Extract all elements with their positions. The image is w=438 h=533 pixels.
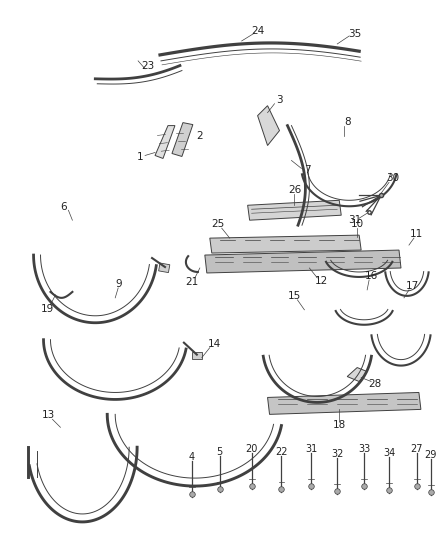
Text: 1: 1 (137, 152, 143, 163)
Text: 16: 16 (364, 271, 378, 281)
Text: 35: 35 (349, 29, 362, 39)
Text: 19: 19 (41, 304, 54, 314)
Text: 6: 6 (60, 202, 67, 212)
Polygon shape (172, 123, 193, 157)
Polygon shape (210, 235, 361, 253)
Bar (159, 263, 170, 272)
Text: 23: 23 (141, 61, 155, 71)
Text: 13: 13 (42, 410, 55, 421)
Text: 33: 33 (358, 444, 370, 454)
Text: 25: 25 (211, 219, 224, 229)
Text: 7: 7 (304, 165, 311, 175)
Bar (192, 352, 202, 359)
Text: 29: 29 (425, 450, 437, 460)
Text: 9: 9 (115, 279, 121, 289)
Text: 17: 17 (405, 281, 419, 291)
Polygon shape (258, 106, 279, 146)
Text: 26: 26 (288, 185, 301, 195)
Polygon shape (268, 392, 421, 414)
Text: 12: 12 (314, 276, 328, 286)
Text: 22: 22 (275, 447, 288, 457)
Polygon shape (155, 126, 175, 158)
Polygon shape (205, 250, 401, 273)
Text: 30: 30 (386, 173, 399, 183)
Polygon shape (247, 200, 341, 220)
Text: 21: 21 (185, 277, 198, 287)
Text: 15: 15 (288, 291, 301, 301)
Text: 31: 31 (305, 444, 318, 454)
Text: 8: 8 (344, 117, 350, 127)
Text: 31: 31 (349, 215, 362, 225)
Text: 10: 10 (350, 219, 364, 229)
Text: 27: 27 (411, 444, 423, 454)
Text: 14: 14 (208, 338, 221, 349)
Text: 28: 28 (368, 378, 382, 389)
Polygon shape (347, 368, 367, 382)
Text: 18: 18 (332, 421, 346, 430)
Text: 20: 20 (245, 444, 258, 454)
Text: 2: 2 (197, 131, 203, 141)
Text: 3: 3 (276, 95, 283, 104)
Text: 4: 4 (189, 452, 195, 462)
Text: 5: 5 (217, 447, 223, 457)
Text: 32: 32 (331, 449, 343, 459)
Text: 34: 34 (383, 448, 395, 458)
Text: 11: 11 (410, 229, 424, 239)
Text: 24: 24 (251, 26, 264, 36)
